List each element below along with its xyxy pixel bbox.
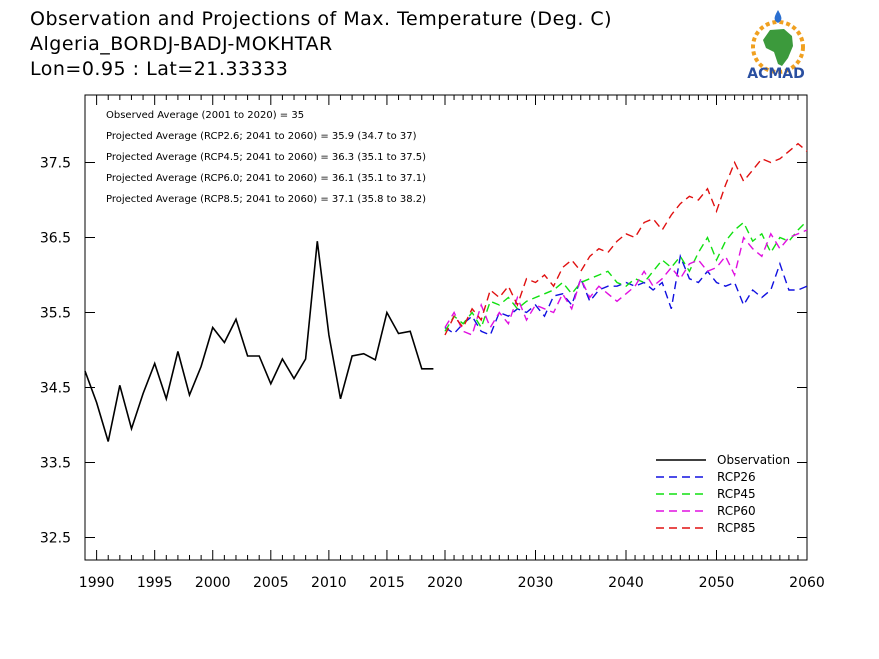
station-coordinates: Lon=0.95 : Lat=21.33333 (30, 58, 289, 80)
series-line-rcp60 (444, 229, 808, 336)
logo-africa-map (763, 29, 793, 66)
stat-rcp60: Projected Average (RCP6.0; 2041 to 2060)… (106, 173, 426, 184)
series-layer (84, 142, 808, 442)
stat-rcp26: Projected Average (RCP2.6; 2041 to 2060)… (106, 131, 417, 142)
legend-label-rcp26: RCP26 (717, 470, 756, 484)
legend-label-observation: Observation (717, 453, 790, 467)
x-tick-label: 2010 (311, 575, 347, 591)
legend-label-rcp85: RCP85 (717, 521, 756, 535)
x-tick-label: 2015 (369, 575, 405, 591)
x-tick-label: 1990 (79, 575, 115, 591)
y-tick-label: 37.5 (40, 156, 71, 172)
series-line-rcp45 (444, 220, 808, 332)
legend: Observation RCP26 RCP45 RCP60 RCP85 (656, 453, 790, 535)
logo-text: ACMAD (747, 66, 805, 82)
x-tick-label: 2040 (608, 575, 644, 591)
stat-rcp45: Projected Average (RCP4.5; 2041 to 2060)… (106, 152, 426, 163)
x-tick-label: 2060 (789, 575, 825, 591)
acmad-logo: ACMAD (747, 10, 805, 82)
legend-label-rcp45: RCP45 (717, 487, 756, 501)
x-tick-label: 2000 (195, 575, 231, 591)
x-tick-label: 2030 (518, 575, 554, 591)
x-tick-label: 1995 (137, 575, 173, 591)
logo-sun-ring (751, 20, 805, 74)
legend-label-rcp60: RCP60 (717, 504, 756, 518)
y-tick-label: 33.5 (40, 456, 71, 472)
x-axis: 1990 1995 2000 2005 2010 2015 2020 2030 2040 2050… (79, 95, 825, 591)
series-line-observation (84, 241, 434, 442)
y-tick-label: 34.5 (40, 381, 71, 397)
stat-observed: Observed Average (2001 to 2020) = 35 (106, 110, 304, 121)
y-tick-label: 36.5 (40, 231, 71, 247)
stat-rcp85: Projected Average (RCP8.5; 2041 to 2060)… (106, 194, 426, 205)
x-tick-label: 2005 (253, 575, 289, 591)
chart-title: Observation and Projections of Max. Temp… (30, 8, 613, 30)
y-axis: 32.5 33.5 34.5 35.5 36.5 37.5 (40, 156, 807, 547)
stats-block: Observed Average (2001 to 2020) = 35 Pro… (106, 110, 426, 205)
x-tick-label: 2020 (427, 575, 463, 591)
series-line-rcp26 (444, 253, 808, 336)
y-tick-label: 35.5 (40, 306, 71, 322)
x-tick-label: 2050 (699, 575, 735, 591)
logo-water-drop (774, 10, 782, 23)
station-name: Algeria_BORDJ-BADJ-MOKHTAR (30, 33, 333, 55)
y-tick-label: 32.5 (40, 531, 71, 547)
plot-frame (84, 94, 808, 561)
series-line-rcp85 (444, 142, 808, 336)
